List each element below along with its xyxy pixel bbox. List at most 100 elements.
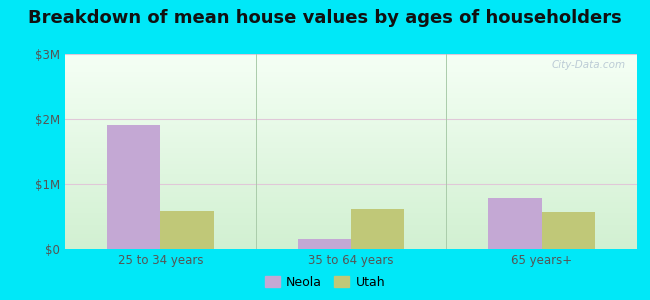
Bar bbox=[65, 109, 650, 111]
Bar bbox=[65, 119, 650, 121]
Bar bbox=[65, 104, 650, 106]
Bar bbox=[65, 93, 650, 94]
Bar bbox=[65, 184, 650, 186]
Bar bbox=[65, 164, 650, 166]
Bar bbox=[65, 168, 650, 169]
Bar bbox=[65, 85, 650, 86]
Bar bbox=[488, 198, 541, 249]
Bar bbox=[65, 156, 650, 158]
Bar bbox=[65, 197, 650, 199]
Bar bbox=[65, 248, 650, 249]
Bar bbox=[65, 182, 650, 184]
Bar bbox=[65, 171, 650, 172]
Bar bbox=[65, 213, 650, 215]
Bar bbox=[65, 210, 650, 212]
Text: Breakdown of mean house values by ages of householders: Breakdown of mean house values by ages o… bbox=[28, 9, 622, 27]
Bar bbox=[65, 200, 650, 202]
Bar bbox=[65, 134, 650, 135]
Bar bbox=[65, 226, 650, 228]
Bar bbox=[65, 64, 650, 65]
Bar bbox=[65, 246, 650, 248]
Bar bbox=[65, 205, 650, 207]
Bar bbox=[65, 163, 650, 164]
Bar bbox=[65, 59, 650, 61]
Bar bbox=[65, 244, 650, 246]
Bar bbox=[65, 160, 650, 161]
Bar bbox=[65, 61, 650, 62]
Bar bbox=[65, 212, 650, 213]
Bar bbox=[65, 86, 650, 88]
Bar bbox=[65, 147, 650, 148]
Bar bbox=[65, 174, 650, 176]
Bar bbox=[65, 223, 650, 225]
Bar bbox=[65, 72, 650, 74]
Bar bbox=[65, 80, 650, 82]
Bar bbox=[541, 212, 595, 249]
Bar bbox=[65, 187, 650, 189]
Bar bbox=[65, 124, 650, 125]
Bar bbox=[65, 78, 650, 80]
Bar bbox=[65, 145, 650, 147]
Bar bbox=[65, 239, 650, 241]
Bar bbox=[65, 236, 650, 238]
Bar bbox=[65, 234, 650, 236]
Bar bbox=[65, 142, 650, 143]
Bar bbox=[65, 158, 650, 160]
Bar bbox=[65, 195, 650, 197]
Bar bbox=[65, 242, 650, 244]
Bar bbox=[65, 96, 650, 98]
Bar bbox=[65, 65, 650, 67]
Bar bbox=[65, 148, 650, 150]
Bar bbox=[65, 101, 650, 103]
Bar bbox=[65, 132, 650, 134]
Bar bbox=[65, 241, 650, 242]
Bar bbox=[65, 117, 650, 119]
Bar bbox=[65, 140, 650, 142]
Bar bbox=[65, 189, 650, 190]
Bar bbox=[65, 90, 650, 92]
Bar bbox=[65, 202, 650, 203]
Legend: Neola, Utah: Neola, Utah bbox=[260, 271, 390, 294]
Bar bbox=[65, 143, 650, 145]
Bar bbox=[161, 211, 214, 249]
Bar bbox=[107, 125, 161, 249]
Bar bbox=[65, 169, 650, 171]
Bar bbox=[65, 238, 650, 239]
Bar bbox=[65, 125, 650, 127]
Bar bbox=[65, 57, 650, 59]
Bar bbox=[65, 74, 650, 75]
Bar bbox=[65, 75, 650, 77]
Bar bbox=[65, 217, 650, 218]
Bar bbox=[65, 62, 650, 64]
Bar bbox=[65, 139, 650, 140]
Bar bbox=[65, 135, 650, 137]
Bar bbox=[65, 225, 650, 226]
Bar bbox=[65, 155, 650, 156]
Bar bbox=[65, 153, 650, 155]
Bar bbox=[65, 192, 650, 194]
Bar bbox=[65, 199, 650, 200]
Bar bbox=[65, 190, 650, 192]
Bar bbox=[65, 88, 650, 90]
Bar bbox=[65, 112, 650, 114]
Bar bbox=[65, 77, 650, 78]
Bar bbox=[65, 208, 650, 210]
Bar bbox=[65, 92, 650, 93]
Bar bbox=[65, 172, 650, 174]
Bar bbox=[65, 122, 650, 124]
Bar bbox=[65, 137, 650, 139]
Bar bbox=[65, 230, 650, 231]
Bar bbox=[65, 186, 650, 187]
Bar bbox=[65, 152, 650, 153]
Bar bbox=[65, 108, 650, 109]
Bar bbox=[65, 228, 650, 230]
Bar bbox=[65, 130, 650, 132]
Bar bbox=[351, 209, 404, 249]
Bar bbox=[65, 116, 650, 117]
Bar bbox=[65, 221, 650, 223]
Bar bbox=[65, 83, 650, 85]
Bar bbox=[65, 100, 650, 101]
Bar bbox=[65, 129, 650, 130]
Bar bbox=[65, 150, 650, 152]
Bar bbox=[65, 54, 650, 56]
